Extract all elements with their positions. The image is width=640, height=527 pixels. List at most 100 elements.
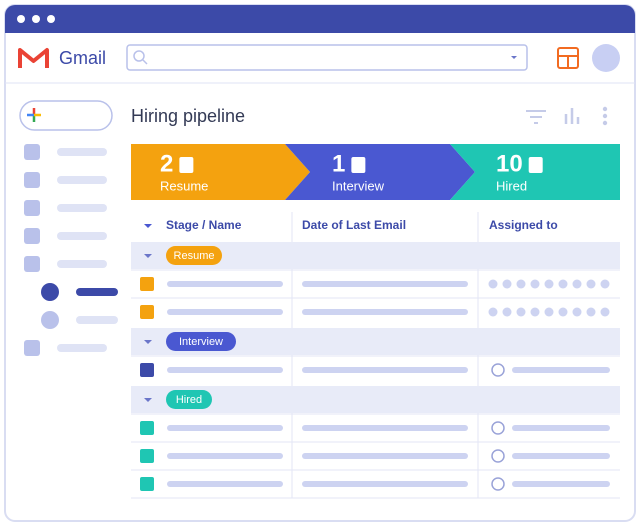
assignee-dot (600, 307, 610, 317)
nav-icon (24, 340, 40, 356)
nav-sub-icon (41, 283, 59, 301)
group-chip (166, 332, 236, 351)
name-placeholder (167, 425, 283, 431)
assignee-dot (502, 279, 512, 289)
layout-icon[interactable] (557, 47, 579, 69)
window-dot (17, 15, 25, 23)
date-placeholder (302, 309, 468, 315)
assignee-placeholder (512, 367, 610, 373)
assignee-dot (488, 307, 498, 317)
nav-label (57, 344, 107, 352)
nav-sub-icon (41, 311, 59, 329)
window-dot (32, 15, 40, 23)
app-name: Gmail (59, 48, 106, 68)
name-placeholder (167, 367, 283, 373)
stage-icon (528, 157, 543, 173)
assignee-dot (572, 307, 582, 317)
stage-count: 2 (160, 150, 173, 177)
search-box[interactable] (126, 44, 528, 71)
stage-label: Hired (496, 178, 527, 193)
nav-icon (24, 256, 40, 272)
date-placeholder (302, 481, 468, 487)
assignee-placeholder (512, 425, 610, 431)
date-placeholder (302, 367, 468, 373)
search-icon (142, 59, 148, 65)
sidebar (24, 144, 118, 356)
column-header: Date of Last Email (302, 218, 406, 232)
group-chip (166, 390, 212, 409)
expand-icon[interactable] (144, 398, 152, 402)
assignee-dot (530, 307, 540, 317)
name-placeholder (167, 281, 283, 287)
page-title: Hiring pipeline (131, 106, 245, 126)
nav-sub-label (76, 288, 118, 296)
nav-sub-label (76, 316, 118, 324)
assignee-avatar (491, 421, 505, 435)
group-row (131, 386, 620, 413)
row-icon (140, 305, 154, 319)
nav-label (57, 204, 107, 212)
expand-icon[interactable] (144, 340, 152, 344)
group-label: Interview (179, 336, 223, 348)
nav-icon (24, 144, 40, 160)
chart-icon[interactable] (564, 108, 580, 124)
stage-label: Resume (160, 178, 208, 193)
row-icon (140, 277, 154, 291)
gmail-logo (18, 48, 49, 68)
row-icon (140, 477, 154, 491)
nav-icon (24, 172, 40, 188)
search-dropdown[interactable] (511, 56, 517, 59)
assignee-dot (488, 279, 498, 289)
search-icon (133, 50, 145, 62)
assignee-dot (558, 307, 568, 317)
stage-count: 10 (496, 150, 523, 177)
assignee-avatar (491, 449, 505, 463)
assignee-dot (544, 307, 554, 317)
compose-button[interactable] (19, 100, 113, 131)
assignee-dot (544, 279, 554, 289)
stage-icon (351, 157, 366, 173)
name-placeholder (167, 481, 283, 487)
stage-count: 1 (332, 150, 345, 177)
group-label: Resume (174, 250, 215, 262)
assignee-dot (516, 279, 526, 289)
window-dot (47, 15, 55, 23)
more-icon[interactable] (602, 106, 608, 126)
group-chip (166, 246, 222, 265)
date-placeholder (302, 425, 468, 431)
assignee-dot (558, 279, 568, 289)
assignee-dot (516, 307, 526, 317)
nav-icon (24, 228, 40, 244)
column-header: Assigned to (489, 218, 558, 232)
group-label: Hired (176, 394, 202, 406)
assignee-placeholder (512, 453, 610, 459)
compose-plus (27, 108, 41, 122)
assignee-dot (572, 279, 582, 289)
sort-icon (144, 224, 152, 228)
pipeline-stage[interactable] (285, 144, 475, 200)
title-bar (5, 5, 635, 33)
nav-label (57, 176, 107, 184)
nav-icon (24, 200, 40, 216)
nav-label (57, 260, 107, 268)
assignee-dot (600, 279, 610, 289)
row-icon (140, 421, 154, 435)
date-placeholder (302, 281, 468, 287)
nav-label (57, 148, 107, 156)
name-placeholder (167, 309, 283, 315)
filter-icon[interactable] (526, 110, 546, 124)
assignee-avatar (491, 477, 505, 491)
avatar[interactable] (592, 44, 620, 72)
pipeline-stage[interactable] (131, 144, 310, 200)
assignee-dot (586, 307, 596, 317)
row-icon (140, 449, 154, 463)
assignee-placeholder (512, 481, 610, 487)
stage-label: Interview (332, 178, 385, 193)
expand-icon[interactable] (144, 254, 152, 258)
assignee-dot (502, 307, 512, 317)
stage-icon (179, 157, 194, 173)
assignee-dot (586, 279, 596, 289)
table: Stage / Name Date of Last Email Assigned t… (131, 212, 620, 499)
